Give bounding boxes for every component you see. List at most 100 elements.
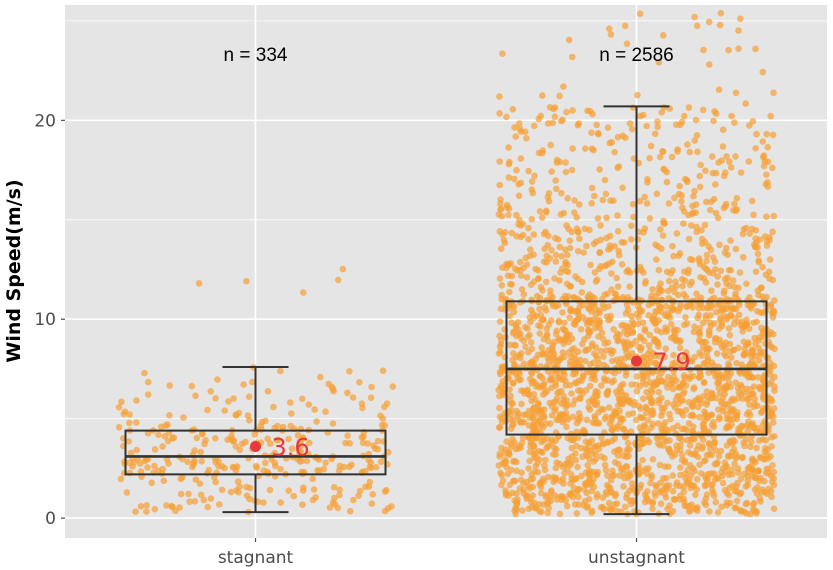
data-point [671,194,678,202]
data-point [515,221,522,228]
data-point [743,410,751,418]
data-point [727,311,734,319]
data-point [763,451,770,458]
data-point [669,425,677,432]
data-point [623,40,631,48]
data-point [768,478,776,486]
data-point [299,501,306,509]
data-point [264,387,272,395]
data-point [515,192,523,200]
data-point [691,187,698,195]
data-point [232,443,240,450]
data-point [693,296,701,304]
data-point [691,137,698,144]
data-point [700,379,708,386]
data-point [679,282,686,290]
data-point [567,283,575,290]
data-point [346,463,353,471]
data-point [381,403,388,411]
data-point [759,263,766,271]
data-point [552,464,560,472]
data-point [197,448,204,456]
data-point [674,307,682,315]
data-point [629,200,637,208]
data-point [648,389,656,396]
data-point [517,128,525,135]
data-point [522,411,530,418]
data-point [368,500,376,507]
data-point [694,403,702,411]
data-point [669,242,676,250]
data-point [137,503,145,510]
data-point [599,335,607,343]
data-point [601,262,609,270]
data-point [636,197,644,205]
data-point [612,333,620,341]
data-point [288,410,295,417]
data-point [566,491,573,499]
data-point [708,153,716,160]
mean-label: 3.6 [272,434,310,462]
data-point [743,499,751,507]
data-point [560,392,567,400]
data-point [498,481,505,489]
data-point [525,224,532,232]
data-point [543,209,550,216]
data-point [722,425,730,432]
data-point [505,174,513,181]
data-point [350,496,357,504]
data-point [693,132,701,139]
data-point [317,373,324,381]
data-point [204,406,211,414]
data-point [755,467,762,474]
data-point [639,414,647,422]
data-point [750,319,757,326]
data-point [661,166,668,174]
data-point [530,122,538,130]
data-point [693,476,701,483]
data-point [623,491,631,498]
data-point [553,159,561,166]
data-point [207,495,215,502]
data-point [513,211,520,219]
data-point [662,345,669,353]
data-point [767,329,775,336]
data-point [646,215,654,222]
data-point [686,281,694,289]
data-point [589,340,596,348]
data-point [582,445,589,452]
data-point [544,354,552,362]
data-point [163,502,170,509]
data-point [715,379,723,387]
data-point [665,463,672,471]
data-point [648,474,655,482]
data-point [591,412,599,420]
data-point [760,327,767,335]
data-point [668,153,676,161]
data-point [506,341,514,349]
data-point [242,438,249,446]
data-point [740,338,748,346]
data-point [547,376,555,384]
data-point [330,483,338,491]
data-point [564,251,571,259]
data-point [571,294,578,302]
data-point [583,386,590,394]
data-point [665,373,672,381]
data-point [366,478,374,486]
data-point [693,22,701,30]
data-point [727,164,735,171]
data-point [579,453,586,461]
data-point [545,190,553,197]
data-point [520,360,528,368]
data-point [535,275,542,282]
data-point [517,299,524,306]
data-point [752,268,760,276]
data-point [590,443,598,451]
data-point [715,86,723,93]
data-point [721,287,728,295]
data-point [528,430,536,437]
data-point [554,301,562,309]
data-point [714,302,721,309]
data-point [563,502,571,510]
